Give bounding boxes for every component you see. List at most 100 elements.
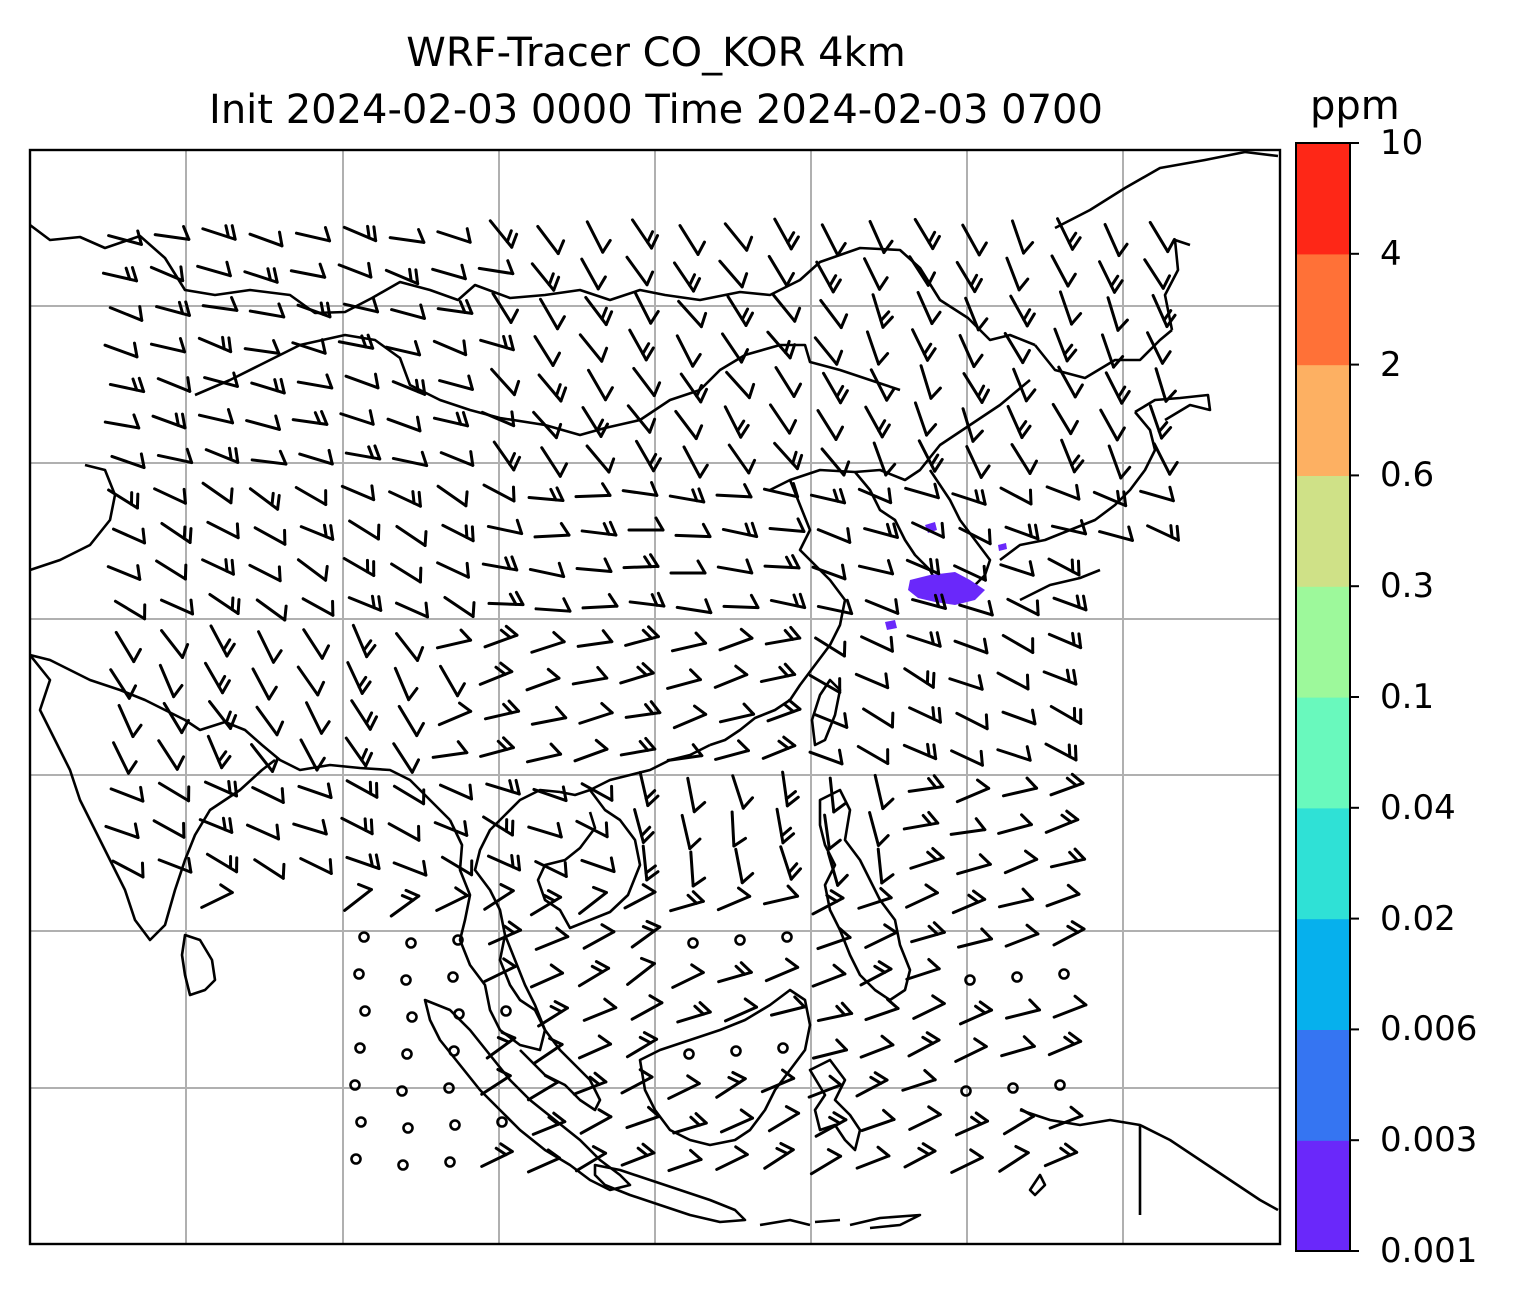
wind-barb <box>763 1141 795 1170</box>
wind-barb <box>774 366 802 398</box>
wind-barb <box>860 635 894 653</box>
wind-barb <box>1104 371 1131 405</box>
wind-barb <box>530 630 566 654</box>
wind-barb <box>1006 404 1032 440</box>
wind-barb <box>624 625 660 647</box>
wind-barb <box>723 405 750 439</box>
wind-barb-calm <box>396 1085 408 1097</box>
wind-barb <box>530 262 561 292</box>
wind-barb <box>950 749 984 767</box>
wind-barb <box>954 1111 990 1137</box>
wind-barb <box>860 1108 896 1133</box>
wind-barb <box>392 859 428 877</box>
wind-barb <box>537 373 568 403</box>
wind-barb <box>816 1001 854 1023</box>
wind-barb <box>578 701 614 725</box>
wind-barb <box>903 667 936 689</box>
wind-barb <box>581 406 609 438</box>
wind-barb <box>773 217 800 251</box>
wind-barb <box>716 558 754 575</box>
wind-barb <box>816 598 854 616</box>
wind-barb <box>913 217 941 251</box>
wind-barb <box>1052 594 1088 612</box>
wind-barb <box>902 810 940 831</box>
wind-barb <box>439 450 475 467</box>
wind-barb <box>961 223 988 257</box>
wind-barb <box>384 267 420 286</box>
wind-barb <box>635 439 662 473</box>
wind-barb-calm <box>443 1082 455 1094</box>
wind-barb <box>826 851 849 887</box>
wind-barb <box>204 661 231 695</box>
wind-barb <box>1042 668 1078 686</box>
wind-barb <box>630 919 662 949</box>
wind-barb <box>156 376 192 393</box>
wind-barb <box>668 487 706 504</box>
wind-barb <box>580 257 607 291</box>
wind-barb <box>157 739 186 771</box>
wind-barb-calm <box>397 1159 409 1171</box>
wind-barb <box>492 440 522 472</box>
wind-barb <box>674 409 704 441</box>
wind-barb <box>857 487 893 505</box>
wind-barb <box>907 774 945 793</box>
wind-barb <box>388 228 426 244</box>
wind-barb <box>862 707 895 729</box>
wind-barb <box>1043 1142 1079 1168</box>
wind-barb <box>384 340 422 357</box>
wind-barb <box>299 523 335 541</box>
colorbar-segment-5 <box>1296 586 1350 698</box>
wind-barb <box>731 774 755 810</box>
wind-barb <box>1148 404 1173 440</box>
wind-barb <box>820 447 851 477</box>
wind-barb <box>864 405 891 439</box>
wind-barb <box>626 956 656 986</box>
wind-barb <box>855 1071 889 1098</box>
wind-barb <box>621 481 659 497</box>
china-northeast-border <box>769 238 1191 492</box>
wind-barb <box>298 448 334 466</box>
wind-barb <box>344 736 374 768</box>
wind-barb <box>159 598 195 616</box>
wind-barb <box>1049 705 1083 725</box>
wind-barb <box>955 711 989 731</box>
wind-barb-calm <box>400 974 412 986</box>
wind-barb-calm <box>687 937 699 949</box>
wind-barb <box>678 224 706 256</box>
wind-barb <box>527 821 563 839</box>
map-frame <box>28 148 1282 1246</box>
wind-barb <box>491 292 519 324</box>
wind-barb <box>572 1071 608 1096</box>
wind-barb <box>717 961 753 984</box>
wind-barb <box>764 625 802 646</box>
wind-barb <box>1047 557 1081 577</box>
wind-barb <box>951 889 987 915</box>
wind-barb <box>537 1000 569 1028</box>
wind-barb <box>813 336 844 366</box>
wind-barb <box>767 1105 801 1133</box>
wind-barb <box>540 446 569 478</box>
wind-barb <box>958 1000 994 1026</box>
wind-barb <box>759 662 797 684</box>
wind-barb <box>998 1144 1030 1173</box>
wind-barb <box>953 637 989 655</box>
wind-barb <box>909 846 945 870</box>
wind-barb <box>676 1001 712 1024</box>
wind-barb <box>534 860 568 878</box>
wind-barb-calm <box>1054 1079 1066 1091</box>
wind-barb <box>584 295 614 327</box>
wind-barb <box>201 558 235 576</box>
wind-barb <box>208 592 241 616</box>
wind-barb <box>155 300 191 317</box>
wind-barb <box>734 847 755 885</box>
wind-barb <box>672 261 702 293</box>
wind-barb <box>243 267 279 284</box>
wind-barb <box>911 521 945 539</box>
wind-barb <box>204 446 240 464</box>
wind-barb <box>390 303 426 320</box>
wind-barb <box>107 488 140 510</box>
wind-barb <box>390 562 423 584</box>
wind-barb <box>855 1145 891 1170</box>
wind-barb <box>201 296 239 312</box>
wind-barb <box>397 704 425 738</box>
